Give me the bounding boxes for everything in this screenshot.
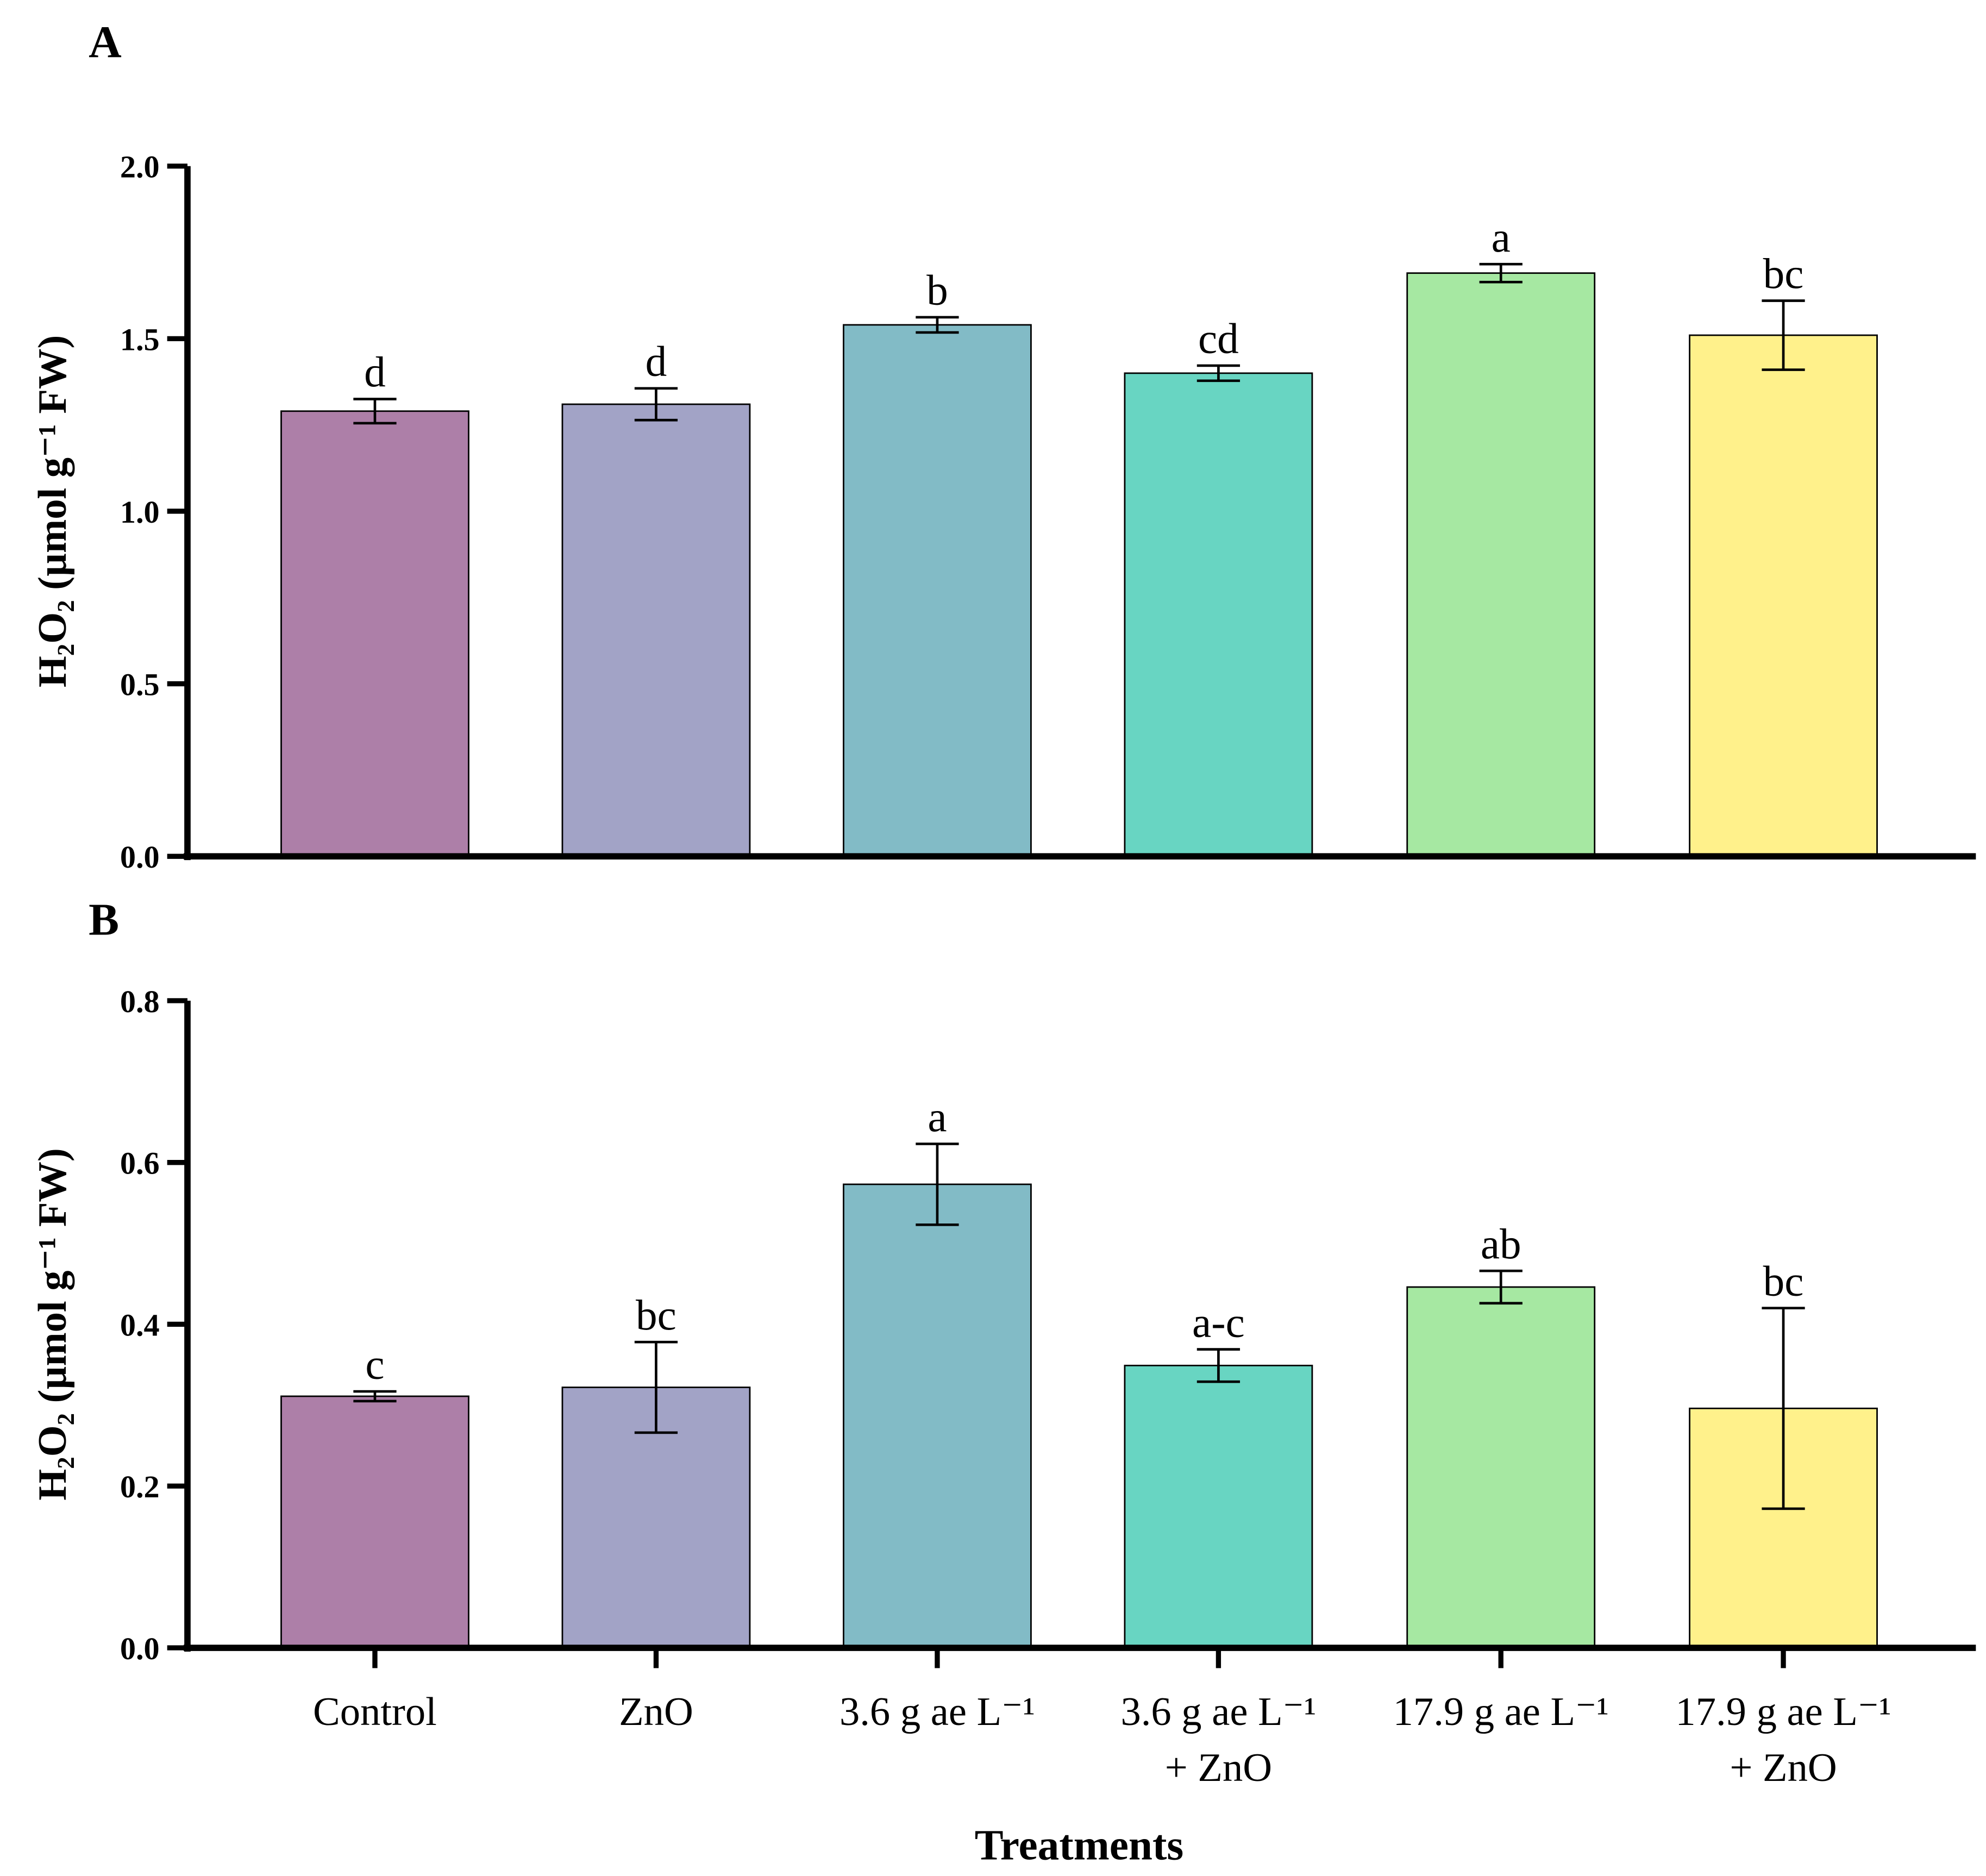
y-tick-label: 0.5 bbox=[120, 667, 160, 702]
y-tick-label: 0.4 bbox=[120, 1307, 160, 1342]
panel-a: Ad d b cd a bc 0.0 0.5 1.0 1.5 2.0 H₂O₂ (µmol g⁻¹ F… bbox=[30, 17, 1976, 875]
significance-letter: b bbox=[926, 267, 948, 315]
y-tick-label: 1.0 bbox=[120, 494, 160, 530]
significance-letter: bc bbox=[1763, 250, 1804, 298]
bar-4 bbox=[1124, 1364, 1313, 1649]
x-tick-label: + ZnO bbox=[1730, 1746, 1837, 1790]
y-tick-label: 0.0 bbox=[120, 1631, 160, 1666]
y-tick-label: 0.6 bbox=[120, 1146, 160, 1181]
x-tick-label: 3.6 g ae L⁻¹ bbox=[839, 1690, 1035, 1734]
bar-1 bbox=[280, 410, 469, 857]
significance-letter: d bbox=[646, 338, 667, 386]
y-tick-label: 0.8 bbox=[120, 984, 160, 1019]
significance-letter: a bbox=[928, 1093, 947, 1141]
bar-1 bbox=[280, 1395, 469, 1649]
bar-3 bbox=[843, 1183, 1032, 1649]
x-tick-label: 17.9 g ae L⁻¹ bbox=[1393, 1690, 1609, 1734]
significance-letter: ab bbox=[1481, 1220, 1521, 1268]
y-axis-label: H₂O₂ (µmol g⁻¹ FW) bbox=[30, 335, 75, 688]
y-axis-label: H₂O₂ (µmol g⁻¹ FW) bbox=[30, 1148, 75, 1501]
y-tick-label: 0.0 bbox=[120, 839, 160, 875]
x-tick-label: Control bbox=[313, 1690, 437, 1734]
bar-2 bbox=[561, 403, 751, 857]
x-tick-label: 3.6 g ae L⁻¹ bbox=[1120, 1690, 1316, 1734]
y-tick-label: 2.0 bbox=[120, 149, 160, 185]
significance-letter: a bbox=[1492, 214, 1511, 261]
significance-letter: bc bbox=[636, 1291, 676, 1339]
panel-label: A bbox=[89, 17, 122, 67]
panel-label: B bbox=[89, 895, 119, 945]
significance-letter: d bbox=[364, 348, 386, 396]
x-tick-label: + ZnO bbox=[1165, 1746, 1272, 1790]
y-tick-label: 1.5 bbox=[120, 322, 160, 357]
bar-6 bbox=[1689, 334, 1878, 857]
significance-letter: bc bbox=[1763, 1257, 1804, 1305]
x-tick-label: 17.9 g ae L⁻¹ bbox=[1675, 1690, 1891, 1734]
x-tick-label: ZnO bbox=[619, 1690, 693, 1734]
significance-letter: a-c bbox=[1192, 1298, 1245, 1346]
bar-3 bbox=[843, 324, 1032, 857]
y-tick-label: 0.2 bbox=[120, 1469, 160, 1504]
bar-5 bbox=[1406, 272, 1596, 857]
panel-b: Bc bc a a-c ab bc 0.0 0.2 0.4 0.6 0.8 H₂O₂ (µmol g⁻… bbox=[30, 895, 1976, 1869]
x-axis-label: Treatments bbox=[975, 1821, 1183, 1869]
bar-5 bbox=[1406, 1286, 1596, 1649]
bar-4 bbox=[1124, 372, 1313, 857]
significance-letter: c bbox=[365, 1341, 384, 1389]
significance-letter: cd bbox=[1198, 315, 1239, 363]
